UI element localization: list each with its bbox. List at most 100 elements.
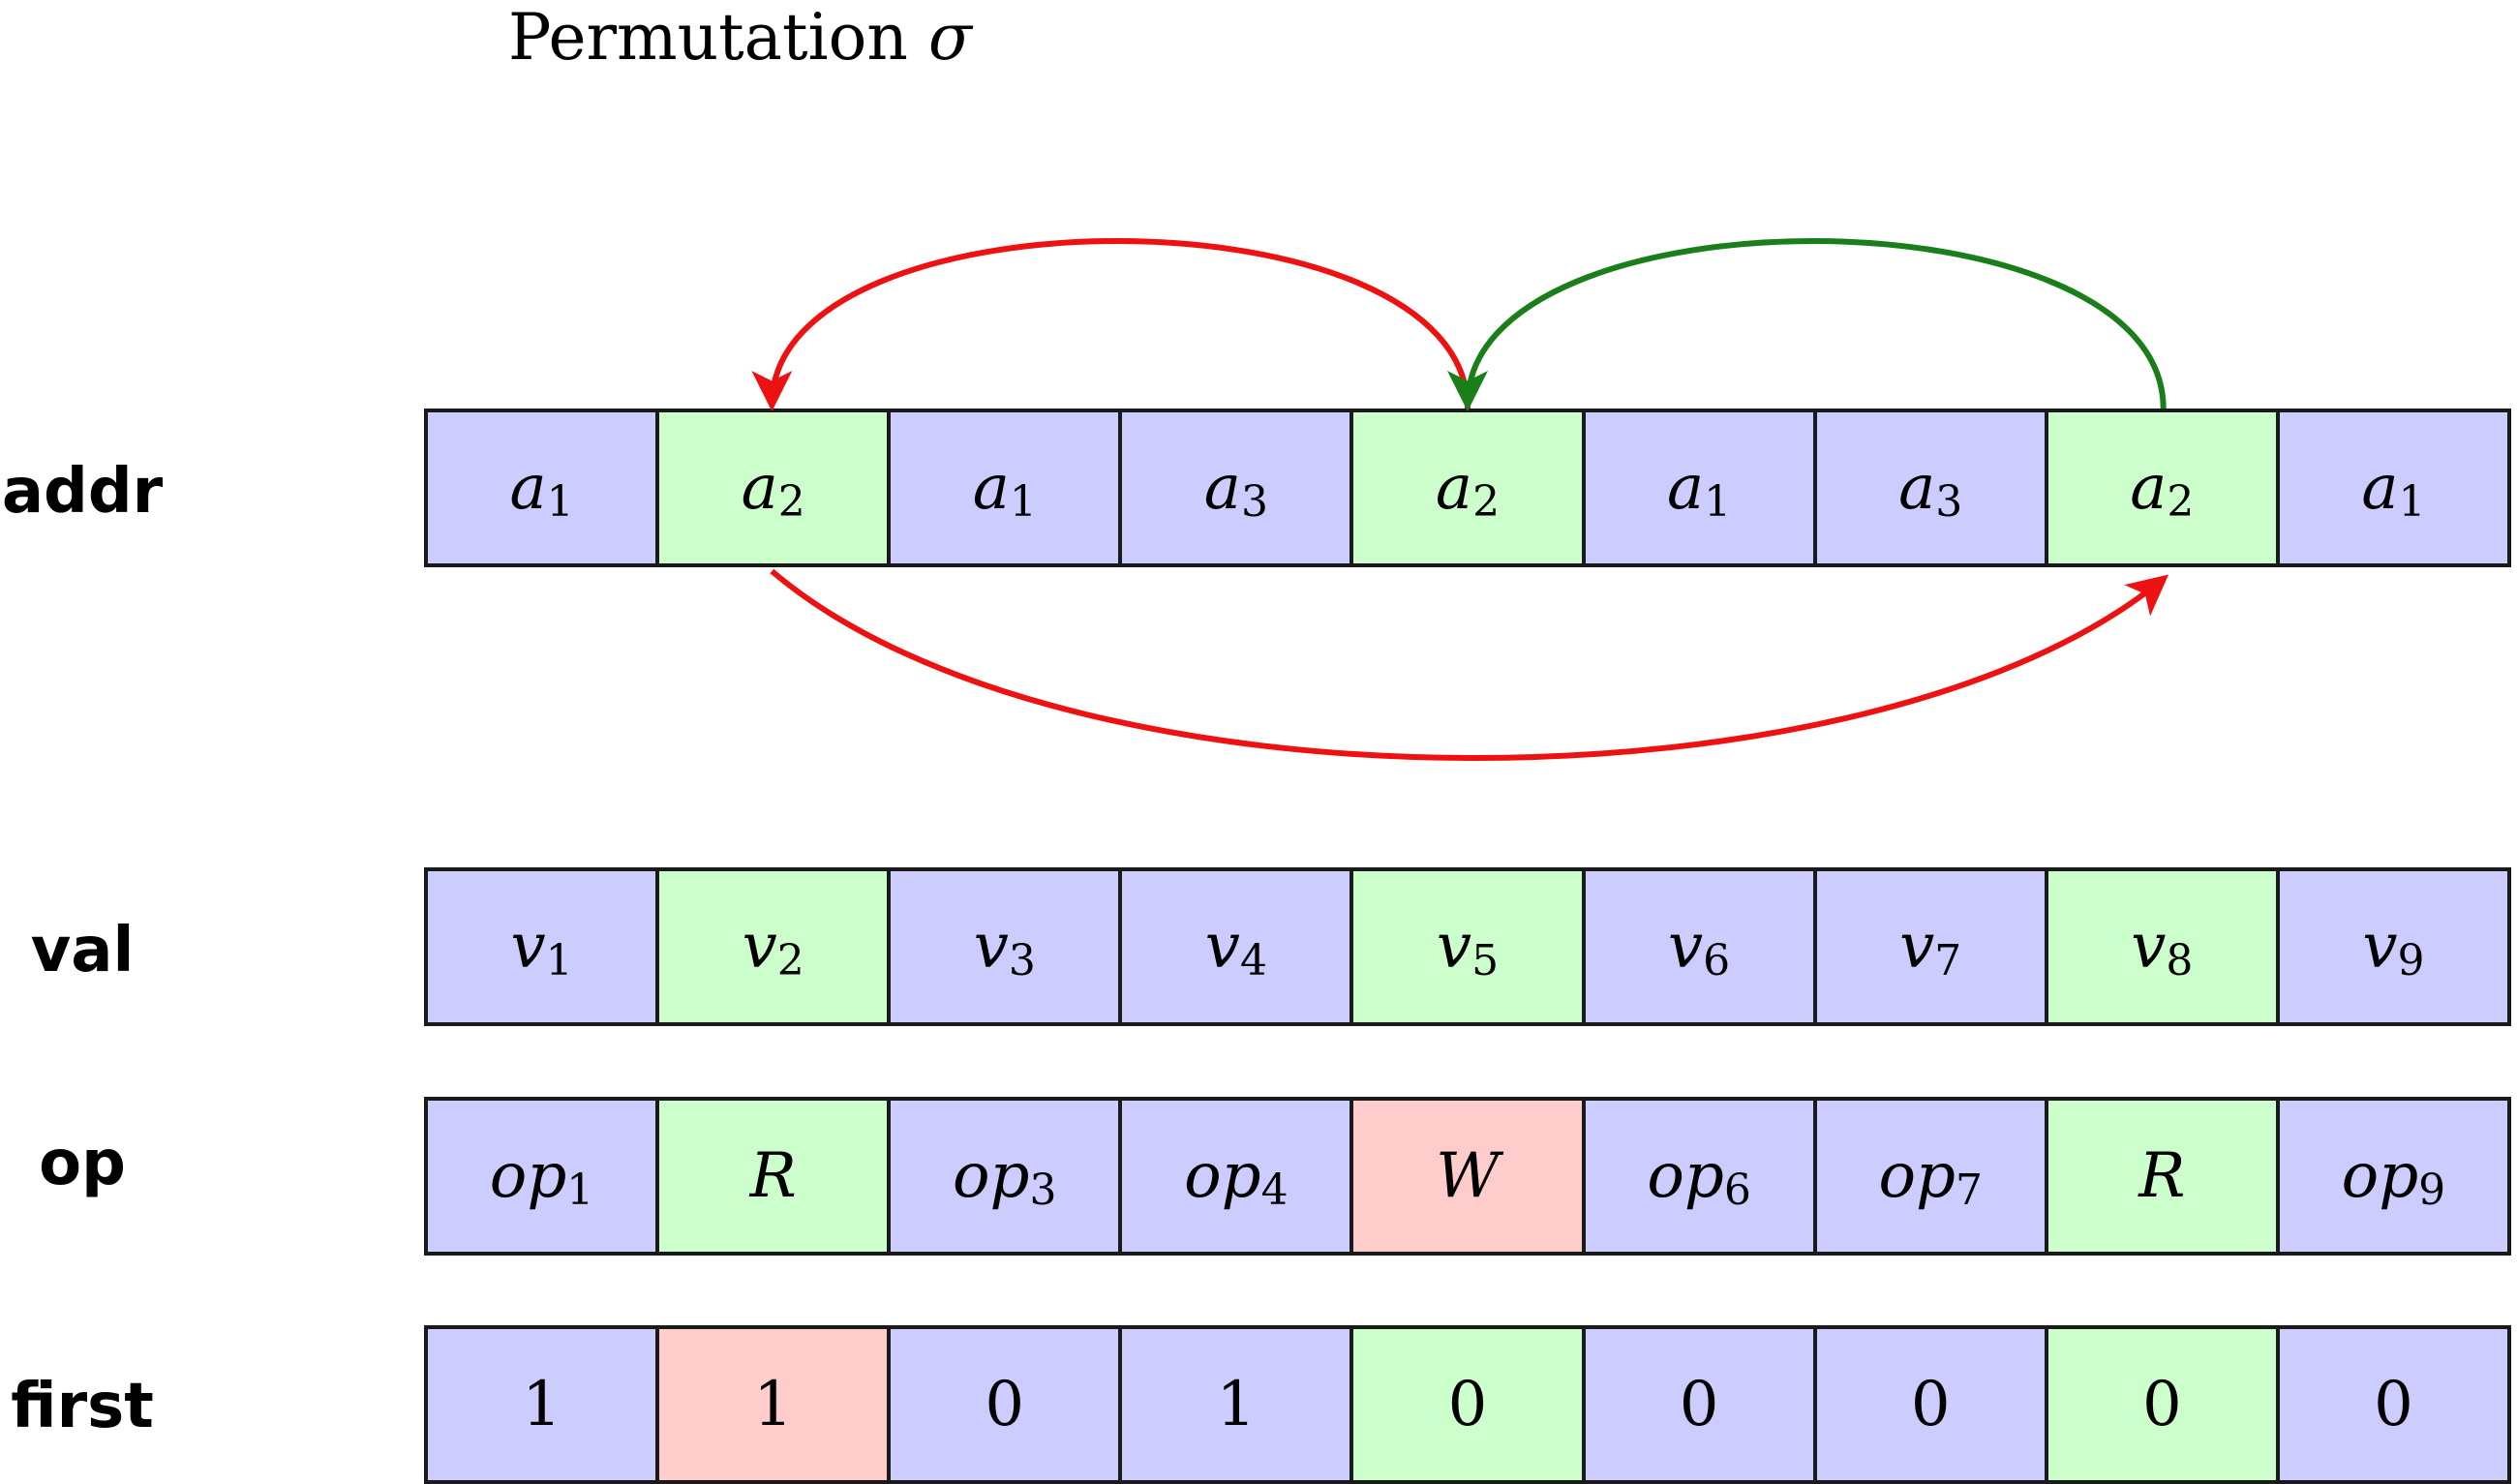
addr-cell-value: a: [1435, 452, 1473, 524]
op-cell: R: [2044, 1097, 2280, 1256]
val-cell-value: v: [1899, 911, 1935, 983]
op-cell: op 1: [424, 1097, 660, 1256]
addr-cell-subscript: 2: [777, 476, 805, 527]
val-cell-subscript: 8: [2166, 935, 2194, 985]
val-cell-value: v: [742, 911, 777, 983]
first-cell: 1: [1118, 1325, 1354, 1484]
addr-cell-subscript: 2: [2167, 476, 2195, 527]
permutation-arrow: [751, 238, 1471, 411]
first-cell-value: 0: [1679, 1369, 1719, 1440]
op-cell: op 7: [1812, 1097, 2048, 1256]
addr-cell-subscript: 1: [546, 476, 574, 527]
addr-cell-value: a: [2361, 452, 2399, 524]
addr-cell-subscript: 1: [1704, 476, 1732, 527]
first-cell-value: 1: [1216, 1369, 1257, 1440]
op-cell-value: R: [749, 1140, 797, 1212]
row-label-op: op: [39, 1128, 126, 1199]
op-cell: R: [655, 1097, 892, 1256]
addr-cell-value: a: [972, 452, 1010, 524]
addr-cell-value: a: [741, 452, 778, 524]
op-cell: op 3: [887, 1097, 1123, 1256]
addr-cell-subscript: 3: [1935, 476, 1963, 527]
op-cell-value: R: [2138, 1140, 2186, 1212]
op-cell-value: W: [1436, 1140, 1500, 1212]
first-cell-value: 0: [2374, 1369, 2413, 1440]
op-cell: op 4: [1118, 1097, 1354, 1256]
addr-cell-value: a: [2130, 452, 2168, 524]
op-cell-subscript: 7: [1955, 1165, 1983, 1215]
op-cell-subscript: 6: [1723, 1165, 1751, 1215]
val-cell-value: v: [1436, 911, 1472, 983]
first-cell-value: 0: [1447, 1369, 1488, 1440]
addr-cell-value: a: [509, 452, 547, 524]
addr-cell-subscript: 3: [1240, 476, 1268, 527]
addr-cell-value: a: [1203, 452, 1241, 524]
first-cell: 1: [424, 1325, 660, 1484]
val-cell-value: v: [2131, 911, 2167, 983]
first-cell-value: 1: [522, 1369, 561, 1440]
op-cell-subscript: 1: [566, 1165, 594, 1215]
op-cell-value: op: [2341, 1140, 2419, 1212]
op-cell-subscript: 9: [2418, 1165, 2446, 1215]
first-cell: 0: [2275, 1325, 2511, 1484]
first-cell-value: 0: [1910, 1369, 1951, 1440]
op-cell-value: op: [1878, 1140, 1956, 1212]
val-cell-value: v: [973, 911, 1009, 983]
val-cell-subscript: 1: [545, 935, 573, 985]
first-cell: 0: [1349, 1325, 1586, 1484]
val-cell-value: v: [1668, 911, 1704, 983]
permutation-arrow: [1447, 238, 2167, 411]
op-cell-value: op: [1647, 1140, 1724, 1212]
addr-cell-value: a: [1898, 452, 1936, 524]
addr-cell-value: a: [1667, 452, 1705, 524]
val-cell-subscript: 6: [1703, 935, 1731, 985]
op-cell-value: op: [1184, 1140, 1261, 1212]
first-row: 1 1 0 1 0 0 0 0 0: [424, 1325, 2511, 1484]
first-cell-value: 0: [2141, 1369, 2182, 1440]
first-cell: 0: [1581, 1325, 1817, 1484]
first-cell: 0: [887, 1325, 1123, 1484]
row-label-val: val: [30, 915, 135, 986]
val-cell-subscript: 9: [2397, 935, 2425, 985]
op-cell-value: op: [489, 1140, 567, 1212]
row-label-first: first: [11, 1371, 154, 1442]
val-cell-value: v: [1204, 911, 1240, 983]
first-cell-value: 0: [985, 1369, 1025, 1440]
op-cell-subscript: 3: [1029, 1165, 1057, 1215]
val-cell-subscript: 2: [776, 935, 804, 985]
val-cell-subscript: 5: [1471, 935, 1500, 985]
row-label-addr: addr: [1, 456, 164, 528]
op-cell-value: op: [953, 1140, 1030, 1212]
permutation-arrow: [770, 568, 2169, 761]
first-cell-value: 1: [753, 1369, 794, 1440]
addr-cell-subscript: 1: [1009, 476, 1037, 527]
title-text: Permutation: [508, 0, 908, 75]
op-cell: op 9: [2275, 1097, 2511, 1256]
val-cell-subscript: 4: [1239, 935, 1267, 985]
val-cell-value: v: [2362, 911, 2398, 983]
addr-cell-subscript: 2: [1472, 476, 1501, 527]
first-cell: 1: [655, 1325, 892, 1484]
val-cell-value: v: [510, 911, 546, 983]
val-cell-subscript: 3: [1008, 935, 1036, 985]
diagram-title: Permutation σ: [508, 0, 972, 75]
